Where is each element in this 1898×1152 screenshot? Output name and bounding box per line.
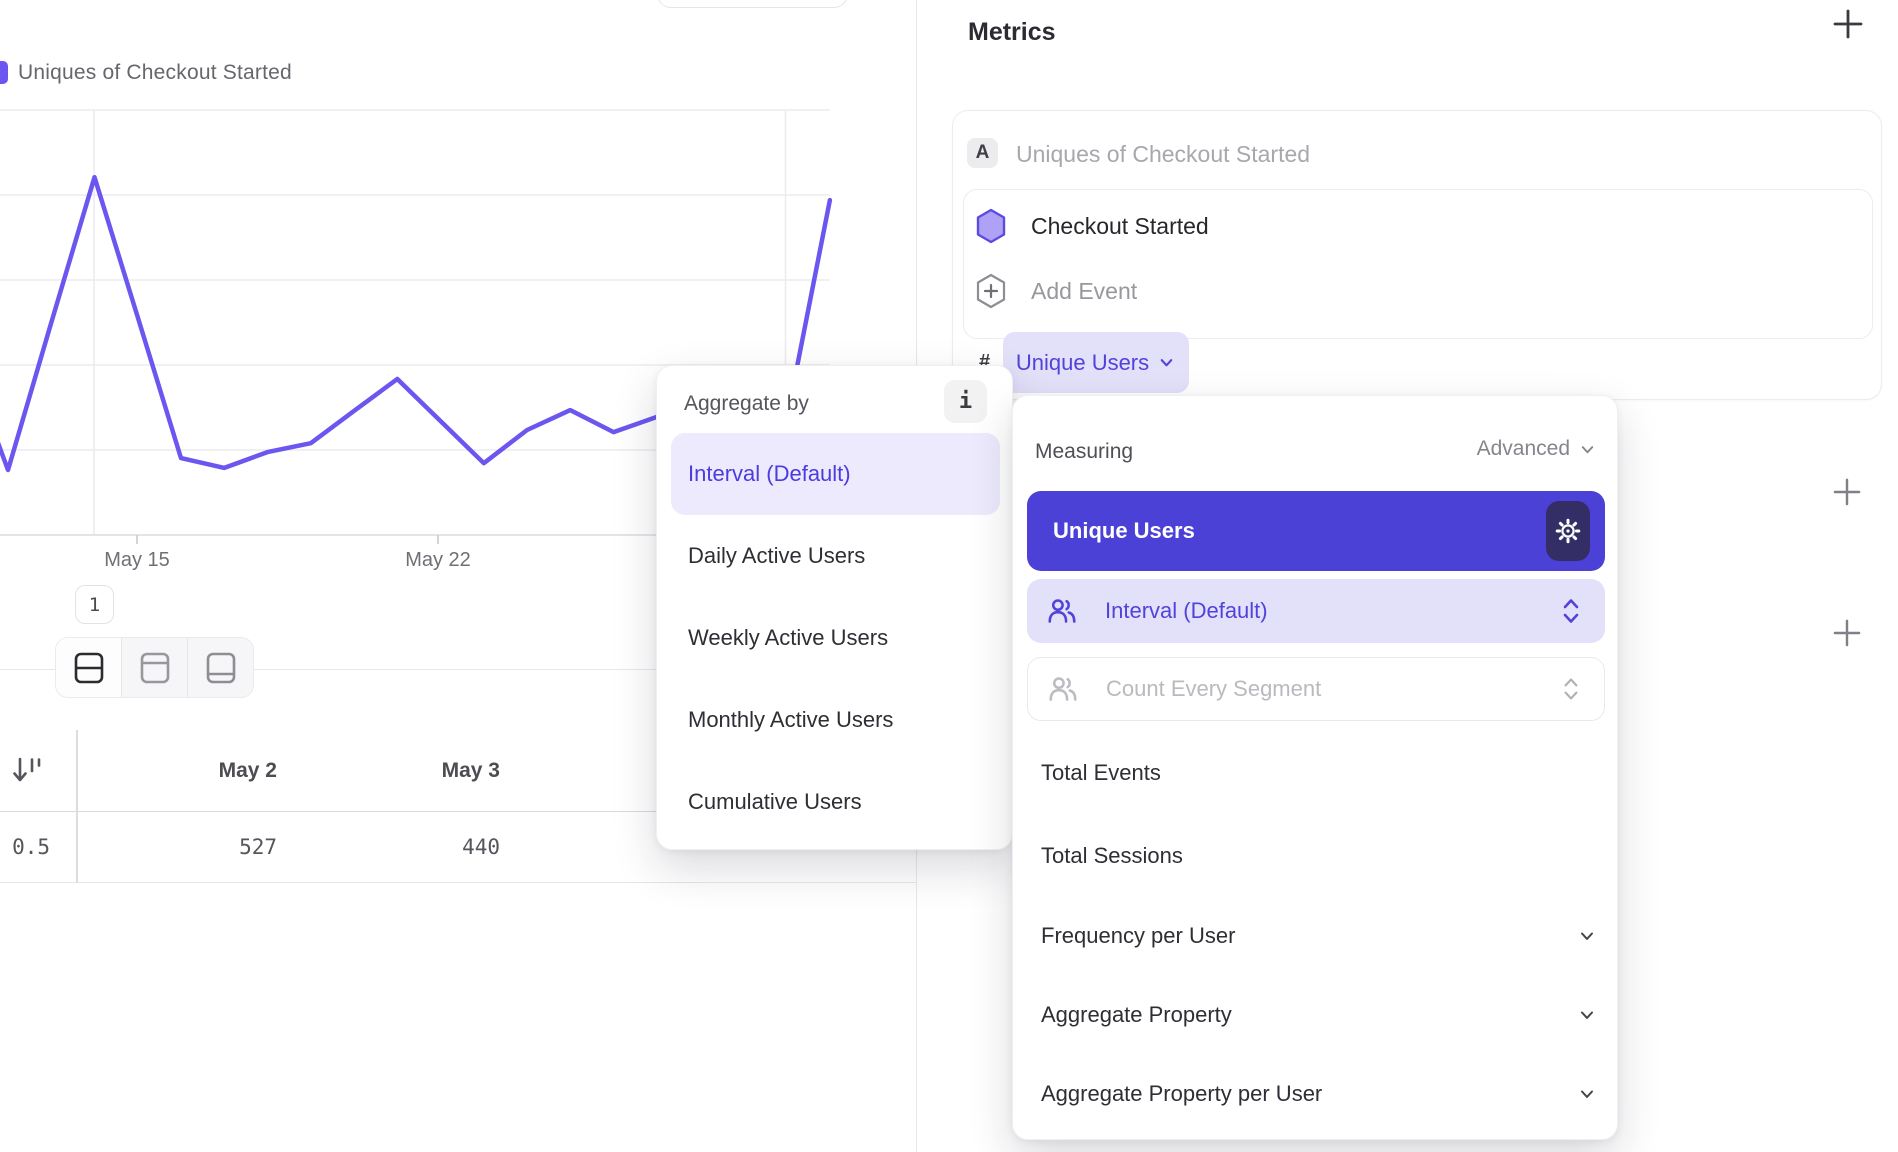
bottom-bar-icon xyxy=(206,652,235,683)
layout-top-bar-button[interactable] xyxy=(121,638,187,697)
option-interval-default[interactable]: Interval (Default) xyxy=(671,433,1000,515)
measure-option-frequency-per-user[interactable]: Frequency per User xyxy=(1013,896,1619,976)
add-breakdown-button[interactable] xyxy=(1827,613,1867,653)
table-header-may3[interactable]: May 3 xyxy=(441,758,500,782)
row-label-cell: 0.5 xyxy=(12,835,50,859)
measure-option-aggregate-property[interactable]: Aggregate Property xyxy=(1013,975,1619,1055)
option-monthly-active-users[interactable]: Monthly Active Users xyxy=(688,707,894,732)
aggregate-by-title: Aggregate by xyxy=(684,392,809,415)
up-down-chevrons-icon xyxy=(1562,676,1580,702)
measure-type-prefix: # xyxy=(979,351,991,373)
info-button[interactable]: i xyxy=(944,380,987,423)
chevron-down-icon xyxy=(1577,1084,1597,1104)
event-hexagon-icon xyxy=(976,208,1006,244)
users-group-icon xyxy=(1046,675,1080,703)
metric-letter-badge: A xyxy=(967,138,998,168)
metric-name-field[interactable]: Uniques of Checkout Started xyxy=(1016,141,1311,167)
chevron-down-icon xyxy=(1581,445,1594,453)
metrics-section-title: Metrics xyxy=(968,18,1056,46)
measure-option-total-events[interactable]: Total Events xyxy=(1013,733,1619,813)
add-event-row[interactable]: Add Event xyxy=(975,273,1137,309)
add-event-label: Add Event xyxy=(1031,277,1138,304)
layout-toggle-group xyxy=(55,637,254,698)
option-cumulative-users[interactable]: Cumulative Users xyxy=(688,789,862,814)
advanced-label: Advanced xyxy=(1476,437,1570,460)
layout-split-rows-button[interactable] xyxy=(56,638,121,697)
page-number: 1 xyxy=(88,593,101,616)
add-filter-button[interactable] xyxy=(1827,472,1867,512)
segment-count-value: Count Every Segment xyxy=(1106,676,1322,701)
value-cell-may2: 527 xyxy=(239,835,277,859)
gear-icon xyxy=(1555,518,1581,544)
add-event-hexagon-icon xyxy=(976,273,1006,309)
measuring-panel: Measuring Advanced Unique Users xyxy=(1012,395,1618,1140)
top-bar-icon xyxy=(140,652,169,683)
table-column-divider xyxy=(76,730,78,883)
advanced-toggle[interactable]: Advanced xyxy=(1477,437,1597,461)
event-row-checkout-started[interactable]: Checkout Started xyxy=(975,208,1209,244)
measure-option-total-sessions[interactable]: Total Sessions xyxy=(1013,816,1619,896)
event-card: Checkout Started Add Event xyxy=(963,189,1873,339)
table-header-may2[interactable]: May 2 xyxy=(218,758,277,782)
measure-pill-label: Unique Users xyxy=(1015,349,1150,375)
chart-legend[interactable]: Uniques of Checkout Started xyxy=(0,61,292,85)
plus-icon xyxy=(1833,619,1861,647)
users-group-icon xyxy=(1045,597,1079,625)
up-down-chevrons-icon xyxy=(1561,597,1581,625)
option-weekly-active-users[interactable]: Weekly Active Users xyxy=(688,625,889,650)
option-daily-active-users[interactable]: Daily Active Users xyxy=(688,543,866,568)
chevron-down-icon xyxy=(1577,926,1597,946)
x-axis-tick-label: May 22 xyxy=(405,549,471,571)
segment-count-selector[interactable]: Count Every Segment xyxy=(1027,657,1605,721)
metric-card-a: A Uniques of Checkout Started Checkout S… xyxy=(952,110,1882,400)
unique-users-label: Unique Users xyxy=(1053,518,1195,543)
measure-option-aggregate-property-per-user[interactable]: Aggregate Property per User xyxy=(1013,1054,1619,1134)
legend-swatch xyxy=(0,61,8,84)
plus-icon xyxy=(1833,9,1863,39)
option-label: Aggregate Property per User xyxy=(1041,1081,1323,1106)
option-label: Total Events xyxy=(1041,760,1161,785)
measure-settings-button[interactable] xyxy=(1546,501,1590,561)
table-data-row[interactable]: 0.5 527 440 xyxy=(0,812,916,883)
option-label: Aggregate Property xyxy=(1041,1002,1232,1027)
layout-bottom-bar-button[interactable] xyxy=(187,638,253,697)
add-metric-button[interactable] xyxy=(1832,8,1864,40)
page-number-button[interactable]: 1 xyxy=(75,585,114,624)
measure-pill-button[interactable]: Unique Users xyxy=(1003,332,1189,393)
chevron-down-icon xyxy=(1577,1005,1597,1025)
legend-label: Uniques of Checkout Started xyxy=(18,61,292,84)
plus-icon xyxy=(1833,478,1861,506)
sort-icon xyxy=(13,757,41,782)
chevron-down-icon xyxy=(1160,359,1173,367)
option-label: Frequency per User xyxy=(1041,923,1236,948)
aggregate-by-popup: Aggregate by i Interval (Default) Daily … xyxy=(656,365,1013,850)
measuring-label: Measuring xyxy=(1035,440,1134,463)
value-cell-may3: 440 xyxy=(462,835,500,859)
results-table: May 2 May 3 May 4 0.5 527 440 xyxy=(0,730,916,883)
measure-option-unique-users[interactable]: Unique Users xyxy=(1027,491,1605,571)
option-label: Total Sessions xyxy=(1041,843,1183,868)
x-axis-tick-label: May 15 xyxy=(104,549,170,571)
table-sort-cell[interactable] xyxy=(0,730,76,811)
split-rows-icon xyxy=(74,652,103,683)
info-icon: i xyxy=(958,389,973,414)
section-divider xyxy=(0,669,916,670)
interval-value: Interval (Default) xyxy=(1105,598,1268,623)
interval-selector[interactable]: Interval (Default) xyxy=(1027,579,1605,643)
event-name: Checkout Started xyxy=(1031,212,1209,239)
